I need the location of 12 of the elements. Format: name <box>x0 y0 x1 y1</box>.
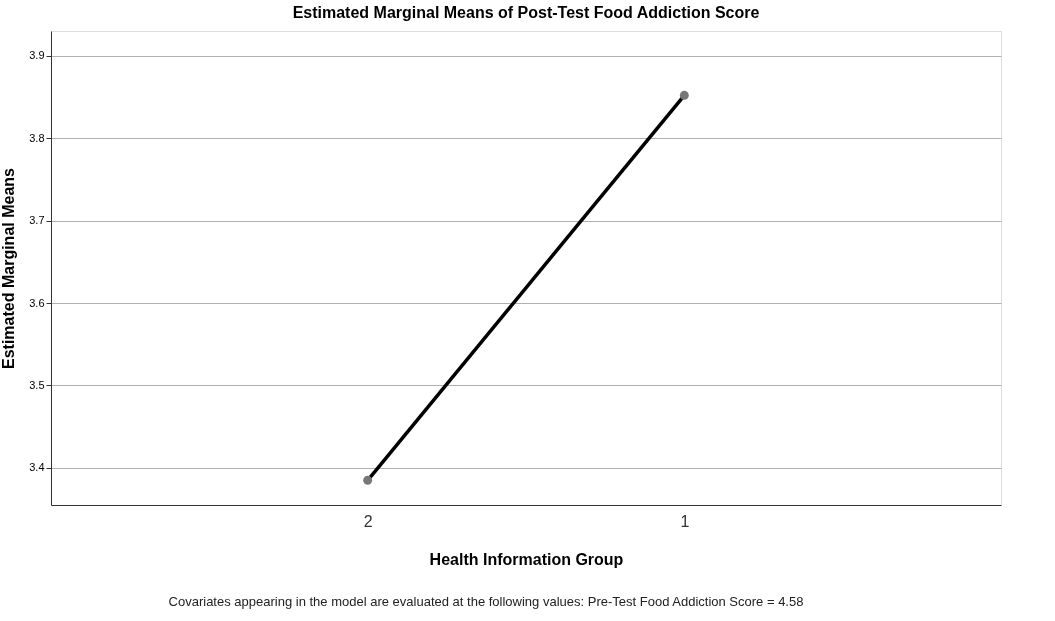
y-tick-label: 3.9 <box>29 49 45 62</box>
chart-title: Estimated Marginal Means of Post-Test Food Addiction Score <box>292 4 760 21</box>
y-tick-label: 3.8 <box>29 131 45 144</box>
x-tick-label: 1 <box>680 512 690 530</box>
text: Covariates appearing in the model are evaluated at the following values: Pre-Test Food Addiction Score = 4.58 <box>168 594 804 609</box>
y-tick-label: 3.6 <box>29 296 45 309</box>
x-axis-title: Health Information Group <box>429 550 624 568</box>
y-axis-title: Estimated Marginal Means <box>0 167 18 369</box>
y-tick-label: 3.4 <box>29 461 45 474</box>
x-tick-label: 2 <box>363 512 373 530</box>
y-tick-label: 3.7 <box>29 214 45 227</box>
y-tick-label: 3.5 <box>29 378 45 391</box>
